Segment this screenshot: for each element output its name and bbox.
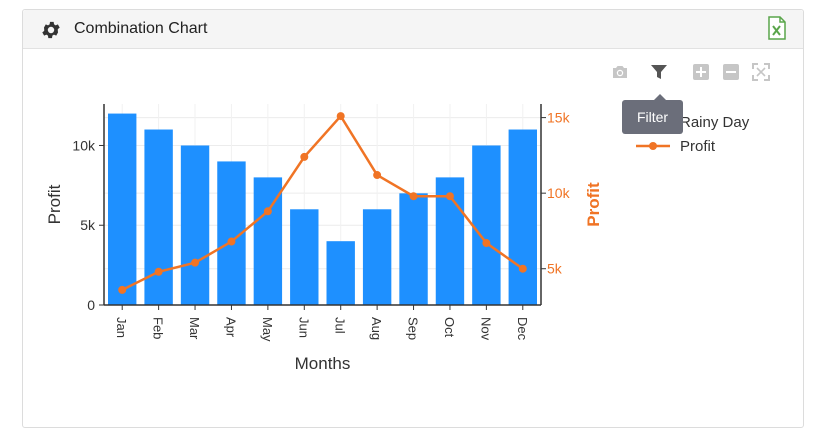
panel-header: Combination Chart	[23, 10, 803, 49]
profit-point-feb[interactable]	[154, 267, 163, 276]
y2-tick-label: 10k	[547, 185, 571, 201]
excel-icon[interactable]	[766, 16, 788, 40]
profit-point-dec[interactable]	[518, 264, 527, 273]
y-tick-label: 0	[87, 297, 95, 313]
x-tick-label: Jun	[296, 317, 311, 338]
x-tick-label: Oct	[442, 317, 457, 338]
x-tick-label: Dec	[515, 317, 530, 341]
gear-icon[interactable]	[40, 19, 62, 41]
legend-marker-profit	[649, 142, 657, 150]
profit-line	[121, 114, 524, 292]
y-tick-label: 5k	[80, 217, 96, 233]
profit-point-jun[interactable]	[300, 152, 309, 161]
zoom-out-icon[interactable]	[721, 62, 741, 82]
panel-title: Combination Chart	[74, 20, 208, 37]
x-tick-label: Aug	[369, 317, 384, 340]
bar-aug[interactable]	[362, 209, 392, 305]
bar-jan[interactable]	[108, 113, 137, 305]
reset-icon[interactable]	[751, 62, 771, 82]
profit-point-oct[interactable]	[445, 192, 454, 201]
x-tick-label: Jan	[114, 317, 129, 338]
bar-mar[interactable]	[180, 145, 210, 305]
x-tick-label: Mar	[187, 317, 202, 340]
y-axis-title: Profit	[45, 184, 64, 224]
profit-point-nov[interactable]	[482, 239, 491, 248]
bar-feb[interactable]	[144, 129, 173, 305]
x-tick-label: Nov	[478, 317, 493, 341]
bar-jun[interactable]	[290, 209, 319, 305]
legend-label-profit: Profit	[680, 138, 716, 155]
filter-icon[interactable]	[649, 62, 669, 82]
filter-tooltip: Filter	[622, 94, 683, 134]
x-tick-label: Feb	[151, 317, 166, 339]
x-tick-label: Sep	[406, 317, 421, 340]
zoom-in-icon[interactable]	[691, 62, 711, 82]
y2-axis-title: Profit	[584, 182, 603, 227]
x-tick-label: Jul	[333, 317, 348, 334]
y2-tick-label: 5k	[547, 261, 563, 277]
y-tick-label: 10k	[72, 137, 96, 153]
bar-jul[interactable]	[326, 241, 355, 305]
x-tick-label: May	[260, 317, 275, 342]
profit-point-jan[interactable]	[118, 285, 127, 294]
profit-point-may[interactable]	[263, 207, 272, 216]
profit-point-sep[interactable]	[409, 192, 418, 201]
bar-nov[interactable]	[472, 145, 501, 305]
y2-tick-label: 15k	[547, 110, 571, 126]
bar-dec[interactable]	[508, 129, 537, 305]
x-axis-title: Months	[295, 354, 351, 373]
profit-point-jul[interactable]	[336, 112, 345, 121]
profit-point-aug[interactable]	[373, 171, 382, 180]
x-tick-label: Apr	[223, 317, 238, 338]
profit-point-apr[interactable]	[227, 237, 236, 246]
legend-label-rainy-day: Rainy Day	[680, 114, 750, 131]
profit-point-mar[interactable]	[191, 258, 200, 267]
camera-icon[interactable]	[610, 62, 630, 82]
bar-sep[interactable]	[399, 193, 428, 305]
